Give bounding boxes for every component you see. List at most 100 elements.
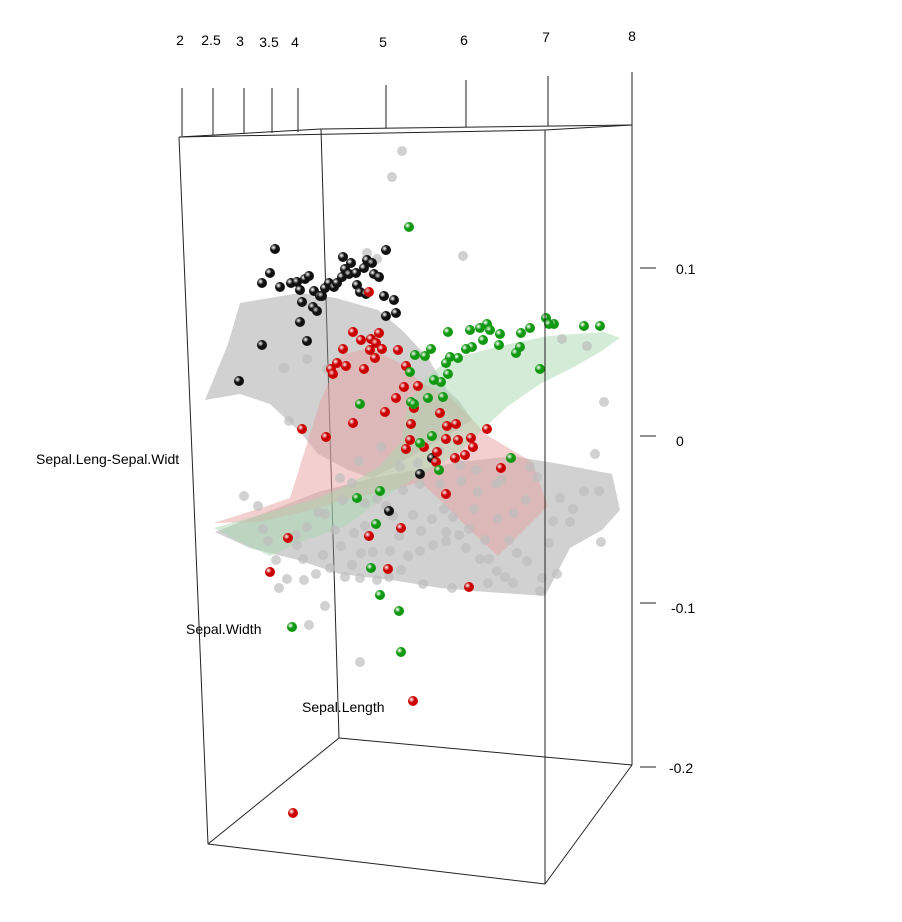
point-green <box>495 329 505 339</box>
point-red <box>401 444 411 454</box>
point-projection <box>408 510 418 520</box>
point-projection <box>318 550 328 560</box>
point-projection <box>522 556 532 566</box>
point-projection <box>552 569 562 579</box>
point-black <box>257 340 267 350</box>
point-black <box>379 291 389 301</box>
point-green <box>415 438 425 448</box>
point-projection <box>271 555 281 565</box>
point-projection <box>325 563 335 573</box>
point-projection <box>253 501 263 511</box>
point-red <box>431 457 441 467</box>
point-red <box>482 424 492 434</box>
point-black <box>295 285 305 295</box>
point-projection <box>579 486 589 496</box>
point-projection <box>535 586 545 596</box>
point-green <box>478 335 488 345</box>
point-black <box>384 506 394 516</box>
point-green <box>405 367 415 377</box>
box-edge <box>338 737 633 766</box>
point-projection <box>313 507 323 517</box>
point-projection <box>304 620 314 630</box>
point-black <box>304 271 314 281</box>
point-projection <box>427 514 437 524</box>
point-red <box>399 382 409 392</box>
point-projection <box>368 547 378 557</box>
point-green <box>410 350 420 360</box>
point-projection <box>387 172 397 182</box>
point-black <box>351 268 361 278</box>
point-black <box>317 291 327 301</box>
point-black <box>381 245 391 255</box>
point-red <box>442 421 452 431</box>
point-projection <box>282 574 292 584</box>
point-green <box>453 353 463 363</box>
point-red <box>464 582 474 592</box>
point-projection <box>355 573 365 583</box>
point-red <box>451 419 461 429</box>
point-green <box>404 222 414 232</box>
box-edge <box>178 129 546 138</box>
data-points <box>234 146 609 818</box>
point-red <box>406 419 416 429</box>
point-black <box>367 258 377 268</box>
point-projection <box>397 146 407 156</box>
point-green <box>438 392 448 402</box>
x-axis-title: Sepal.Length <box>302 699 385 715</box>
z-axis-ticks <box>640 267 656 768</box>
point-projection <box>336 541 346 551</box>
point-projection <box>491 479 501 489</box>
point-black <box>389 295 399 305</box>
point-red <box>364 531 374 541</box>
point-red <box>321 432 331 442</box>
point-green <box>544 319 554 329</box>
point-green <box>394 606 404 616</box>
point-black <box>234 376 244 386</box>
point-projection <box>356 548 366 558</box>
point-projection <box>239 491 249 501</box>
point-red <box>356 335 366 345</box>
point-green <box>579 321 589 331</box>
point-projection <box>347 560 357 570</box>
point-projection <box>298 554 308 564</box>
point-red <box>441 489 451 499</box>
point-red <box>265 567 275 577</box>
point-red <box>408 696 418 706</box>
point-projection <box>435 479 445 489</box>
point-black <box>270 244 280 254</box>
point-projection <box>525 462 535 472</box>
point-green <box>443 369 453 379</box>
point-red <box>374 328 384 338</box>
point-projection <box>416 526 426 536</box>
point-projection <box>464 524 474 534</box>
point-projection <box>555 493 565 503</box>
point-black <box>295 317 305 327</box>
point-projection <box>372 494 382 504</box>
point-black <box>275 282 285 292</box>
point-projection <box>594 486 604 496</box>
x-axis-ticks <box>181 72 633 136</box>
point-projection <box>565 517 575 527</box>
point-red <box>450 453 460 463</box>
point-green <box>535 364 545 374</box>
point-projection <box>458 251 468 261</box>
point-red <box>338 344 348 354</box>
point-green <box>396 647 406 657</box>
point-projection <box>596 537 606 547</box>
point-red <box>348 327 358 337</box>
x-tick-label: 3 <box>236 33 244 49</box>
point-projection <box>447 583 457 593</box>
point-projection <box>311 569 321 579</box>
point-projection <box>456 476 466 486</box>
point-projection <box>484 554 494 564</box>
point-projection <box>461 543 471 553</box>
point-projection <box>568 504 578 514</box>
point-projection <box>557 334 567 344</box>
box-edge <box>178 136 209 845</box>
point-black <box>265 268 275 278</box>
point-projection <box>418 579 428 589</box>
point-projection <box>320 601 330 611</box>
point-projection <box>279 363 289 373</box>
point-projection <box>347 478 357 488</box>
